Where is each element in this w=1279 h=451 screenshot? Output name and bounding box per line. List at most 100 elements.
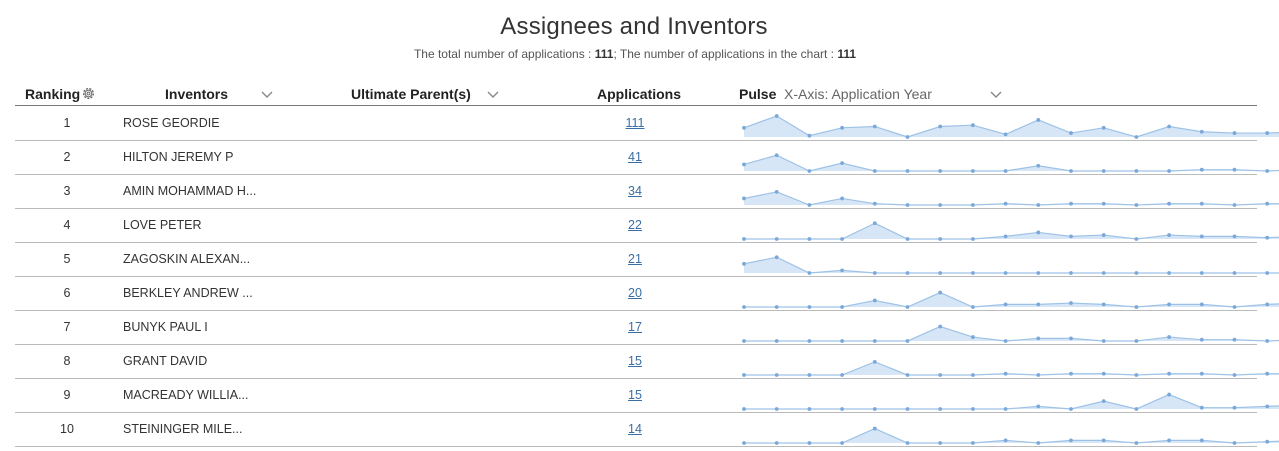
pulse-point[interactable] [1003, 339, 1008, 343]
pulse-point[interactable] [1265, 169, 1270, 173]
pulse-point[interactable] [1265, 404, 1270, 409]
pulse-point[interactable] [872, 298, 877, 303]
pulse-point[interactable] [1265, 235, 1270, 240]
chevron-down-icon[interactable] [260, 87, 274, 101]
pulse-point[interactable] [1003, 201, 1008, 206]
pulse-point[interactable] [742, 237, 746, 241]
pulse-point[interactable] [1134, 203, 1139, 207]
pulse-point[interactable] [1003, 169, 1008, 173]
pulse-point[interactable] [807, 271, 812, 275]
pulse-point[interactable] [1265, 339, 1270, 343]
pulse-point[interactable] [742, 373, 746, 377]
pulse-point[interactable] [742, 125, 746, 130]
pulse-point[interactable] [1069, 131, 1073, 135]
pulse-point[interactable] [971, 335, 975, 339]
pulse-point[interactable] [872, 169, 877, 173]
pulse-point[interactable] [1134, 237, 1139, 241]
pulse-point[interactable] [1101, 169, 1106, 173]
pulse-point[interactable] [1134, 339, 1139, 343]
pulse-point[interactable] [1167, 271, 1171, 275]
pulse-point[interactable] [1199, 337, 1204, 342]
pulse-point[interactable] [1167, 233, 1171, 237]
pulse-point[interactable] [1036, 373, 1041, 377]
pulse-point[interactable] [742, 407, 746, 411]
pulse-point[interactable] [840, 339, 844, 343]
pulse-point[interactable] [938, 169, 943, 173]
pulse-point[interactable] [774, 373, 779, 377]
pulse-point[interactable] [1134, 441, 1139, 445]
pulse-point[interactable] [840, 305, 844, 309]
pulse-point[interactable] [872, 124, 877, 129]
pulse-point[interactable] [1101, 233, 1106, 237]
applications-link[interactable]: 111 [625, 116, 645, 130]
pulse-point[interactable] [774, 339, 779, 343]
column-header-inventors[interactable]: Inventors [165, 86, 229, 102]
pulse-point[interactable] [1134, 135, 1139, 139]
applications-link[interactable]: 22 [628, 218, 642, 232]
pulse-point[interactable] [1036, 118, 1041, 122]
pulse-point[interactable] [1265, 131, 1270, 135]
pulse-point[interactable] [1134, 271, 1139, 275]
pulse-point[interactable] [1069, 371, 1073, 376]
pulse-point[interactable] [1003, 234, 1008, 239]
pulse-point[interactable] [1101, 201, 1106, 206]
pulse-point[interactable] [774, 441, 779, 445]
pulse-point[interactable] [1167, 392, 1171, 397]
pulse-point[interactable] [905, 203, 910, 207]
pulse-point[interactable] [1199, 271, 1204, 275]
pulse-point[interactable] [971, 305, 975, 309]
applications-link[interactable]: 15 [628, 388, 642, 402]
pulse-point[interactable] [938, 237, 943, 241]
pulse-point[interactable] [1199, 302, 1204, 307]
pulse-point[interactable] [742, 305, 746, 309]
pulse-point[interactable] [1167, 302, 1171, 307]
pulse-point[interactable] [905, 339, 910, 343]
pulse-point[interactable] [938, 373, 943, 377]
pulse-point[interactable] [840, 125, 844, 130]
pulse-point[interactable] [1069, 271, 1073, 275]
pulse-point[interactable] [905, 373, 910, 377]
pulse-point[interactable] [905, 237, 910, 241]
pulse-point[interactable] [1134, 169, 1139, 173]
chevron-down-icon[interactable] [486, 87, 500, 101]
applications-link[interactable]: 21 [628, 252, 642, 266]
column-header-ultimate-parent[interactable]: Ultimate Parent(s) [351, 86, 471, 102]
pulse-point[interactable] [905, 135, 910, 139]
pulse-point[interactable] [1167, 124, 1171, 129]
column-header-ranking[interactable]: Ranking [25, 86, 81, 102]
pulse-point[interactable] [1003, 407, 1008, 411]
xaxis-select[interactable]: X-Axis: Application Year [784, 86, 932, 102]
pulse-point[interactable] [807, 305, 812, 309]
pulse-point[interactable] [938, 203, 943, 207]
pulse-point[interactable] [971, 407, 975, 411]
pulse-point[interactable] [1265, 439, 1270, 444]
pulse-point[interactable] [971, 271, 975, 275]
pulse-point[interactable] [872, 221, 877, 226]
pulse-point[interactable] [1265, 271, 1270, 275]
pulse-point[interactable] [1167, 169, 1171, 173]
pulse-point[interactable] [1003, 371, 1008, 376]
pulse-point[interactable] [1101, 438, 1106, 443]
pulse-point[interactable] [1232, 203, 1237, 207]
pulse-point[interactable] [1199, 371, 1204, 376]
pulse-point[interactable] [1069, 201, 1073, 206]
pulse-point[interactable] [1036, 230, 1041, 235]
pulse-point[interactable] [1101, 371, 1106, 376]
applications-link[interactable]: 41 [628, 150, 642, 164]
pulse-point[interactable] [1036, 163, 1041, 168]
pulse-point[interactable] [1069, 301, 1073, 305]
pulse-point[interactable] [1036, 271, 1041, 275]
pulse-point[interactable] [1265, 201, 1270, 206]
pulse-point[interactable] [1036, 203, 1041, 207]
applications-link[interactable]: 34 [628, 184, 642, 198]
pulse-point[interactable] [938, 441, 943, 445]
pulse-point[interactable] [1003, 271, 1008, 275]
pulse-point[interactable] [807, 169, 812, 173]
pulse-point[interactable] [807, 407, 812, 411]
pulse-point[interactable] [807, 133, 812, 138]
pulse-point[interactable] [840, 407, 844, 411]
pulse-point[interactable] [938, 407, 943, 411]
pulse-point[interactable] [938, 324, 943, 329]
pulse-point[interactable] [774, 305, 779, 309]
pulse-point[interactable] [1134, 373, 1139, 377]
